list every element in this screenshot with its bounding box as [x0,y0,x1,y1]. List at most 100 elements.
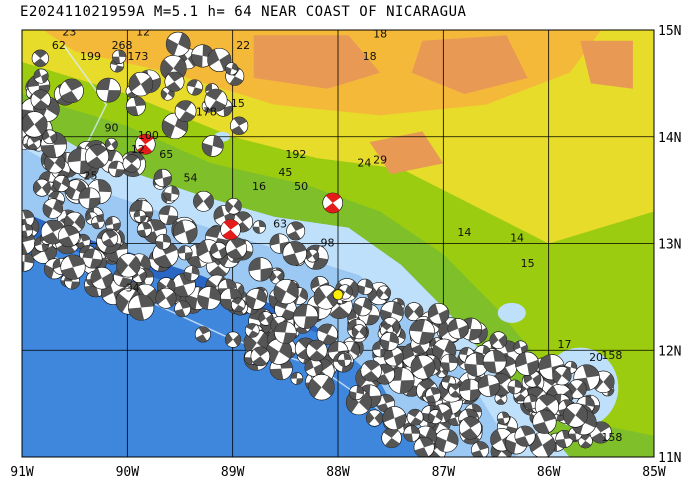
event-label: 15 [231,97,245,110]
focal-mechanism [410,354,436,380]
focal-mechanism [273,279,299,305]
event-label: 18 [373,27,387,40]
longitude-tick-label: 86W [537,465,561,480]
focal-mechanism [165,31,191,57]
focal-mechanism [274,321,297,344]
focal-mechanism [172,219,198,245]
focal-mechanism [225,197,242,215]
focal-mechanism [376,285,392,300]
event-label: 12 [131,143,145,156]
focal-mechanism [96,77,121,103]
focal-mechanism [163,185,180,202]
focal-mechanism [406,408,424,426]
latitude-tick-label: 15N [658,24,681,39]
focal-mechanism [403,425,421,443]
latitude-tick-label: 13N [658,238,681,253]
focal-mechanism [174,100,197,122]
event-label: 20 [589,351,603,364]
focal-mechanism [459,378,482,402]
event-label: 25 [83,169,97,182]
focal-mechanism [250,346,271,367]
focal-mechanism [351,324,367,340]
focal-mechanism-layer [22,31,615,457]
lake-managua [497,302,526,323]
focal-mechanism [513,340,528,355]
highlight-mechanism [134,133,156,155]
focal-mechanism [225,62,239,76]
focal-mechanism [523,394,539,410]
focal-mechanism [31,49,49,67]
focal-mechanism [204,88,228,112]
event-label: 18 [363,50,377,63]
focal-mechanism [353,297,373,317]
focal-mechanism [53,175,70,192]
focal-mechanism [101,230,119,247]
focal-mechanism [425,387,442,403]
focal-mechanism [427,303,450,325]
focal-mechanism [489,331,508,349]
focal-mechanism [133,209,147,223]
focal-mechanism [229,116,249,135]
focal-mechanism [448,383,463,398]
event-label: 158 [601,349,622,362]
focal-mechanism [552,366,572,386]
event-label: 24 [357,157,371,170]
focal-mechanism [60,254,86,280]
focal-mechanism [577,433,593,449]
longitude-tick-label: 91W [10,465,34,480]
focal-mechanism [304,358,323,377]
focal-mechanism [91,215,105,230]
epicenter-marker [332,289,344,301]
focal-mechanism [507,379,523,395]
event-label: 62 [52,39,66,52]
mountain-1 [253,35,381,89]
focal-mechanism [125,96,146,117]
focal-mechanism [59,78,84,104]
focal-mechanism [104,137,118,151]
focal-mechanism [306,339,328,362]
focal-mechanism [379,331,399,351]
focal-mechanism [42,198,64,219]
event-label: 100 [138,129,159,142]
latitude-tick-label: 14N [658,131,681,146]
focal-mechanism [153,168,172,188]
focal-mechanism [258,311,274,326]
shallow-water [22,115,570,457]
event-label: 158 [601,431,622,444]
focal-mechanism [174,300,191,318]
focal-mechanism [183,265,200,282]
focal-mechanism [186,79,203,96]
focal-mechanism [434,428,459,453]
focal-mechanism [57,225,80,248]
event-label: 65 [159,148,173,161]
event-label: 45 [278,166,292,179]
focal-mechanism [482,349,507,374]
focal-mechanism [224,331,242,348]
focal-mechanism [136,222,152,238]
focal-mechanism [197,286,222,310]
focal-mechanism [459,416,482,440]
map-title: E202411021959A M=5.1 h= 64 NEAR COAST OF… [20,4,467,20]
focal-mechanism [177,245,193,261]
event-label: 17 [557,338,571,351]
mountain-4 [369,131,444,175]
focal-mechanism [116,253,141,278]
event-label: 173 [127,50,148,63]
event-label: 34 [126,282,140,295]
event-label: 178 [196,105,217,118]
longitude-tick-label: 85W [642,465,666,480]
longitude-tick-label: 87W [432,465,456,480]
mountain-3 [580,40,633,89]
focal-mechanism [22,251,35,272]
focal-mechanism [532,409,557,434]
focal-mechanism [286,221,306,241]
focal-mechanism [155,287,177,309]
focal-mechanism [122,154,141,173]
focal-mechanism [360,360,382,382]
focal-mechanism [428,409,443,424]
focal-mechanism [282,241,307,266]
focal-mechanism [382,406,407,431]
event-label: 23 [62,25,76,38]
focal-mechanism [372,341,389,358]
